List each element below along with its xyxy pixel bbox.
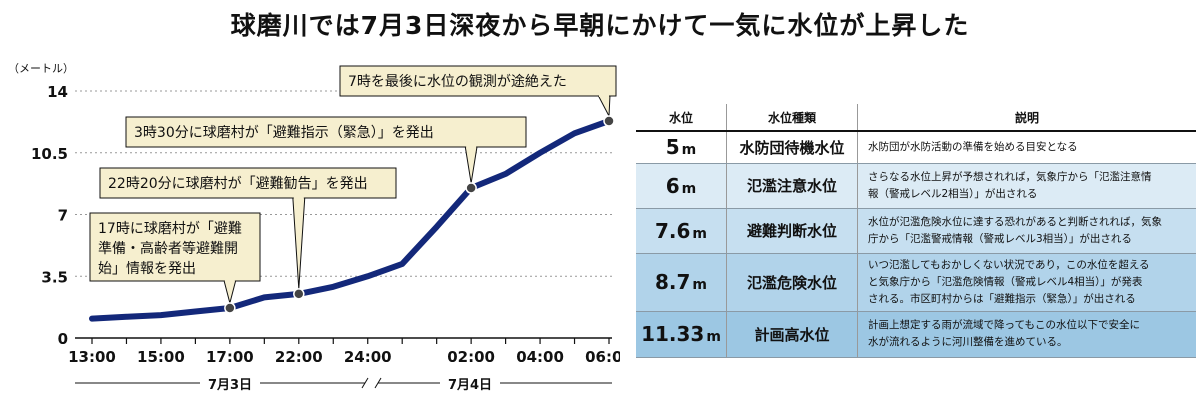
kind-cell: 避難判断水位 <box>726 208 858 254</box>
header-kind: 水位種類 <box>726 104 858 132</box>
x-tick-label: 24:00 <box>344 348 392 366</box>
kind-cell: 氾濫危険水位 <box>726 253 858 312</box>
level-value: 11.33 <box>641 322 705 346</box>
callout-box <box>99 167 397 199</box>
date-label: 7月4日 <box>448 378 492 393</box>
level-value: 5 <box>665 135 680 160</box>
level-unit: m <box>692 277 708 293</box>
y-tick-label: 10.5 <box>31 145 68 163</box>
table-row: 7.6 m 避難判断水位 水位が氾濫危険水位に達する恐れがあると判断されれば，気象 庁か… <box>636 208 1196 254</box>
level-cell: 7.6 m <box>636 208 727 254</box>
description-line: 水が流れるように河川整備を進めている。 <box>868 336 1068 348</box>
table-row: 11.33 m 計画高水位 計画上想定する雨が流域で降ってもこの水位以下で安全に 水が流… <box>636 311 1196 358</box>
callout-box <box>89 212 261 282</box>
description-cell: 計画上想定する雨が流域で降ってもこの水位以下で安全に 水が流れるように河川整備を進… <box>857 311 1196 358</box>
x-tick-label: 06:00 <box>585 348 620 366</box>
data-point-marker <box>603 115 615 127</box>
level-unit: m <box>692 225 708 242</box>
callout-pointer <box>292 196 306 289</box>
date-label-bg <box>200 373 260 393</box>
description-line: いつ氾濫してもおかしくない状況であり，この水位を超える <box>868 258 1150 271</box>
x-tick-label: 22:00 <box>275 348 323 366</box>
callout-box <box>339 65 617 97</box>
data-point-marker <box>293 288 305 300</box>
date-break-mark <box>361 377 369 389</box>
table-header-row: 水位 水位種類 説明 <box>636 104 1196 132</box>
level-cell: 8.7 m <box>636 253 727 312</box>
date-break-mark <box>374 377 382 389</box>
water-level-series-line <box>89 118 612 322</box>
description-cell: さらなる水位上昇が予想されれば，気象庁から「氾濫注意情 報（警戒レベル2相当）」が… <box>857 163 1196 209</box>
callout-text: 準備・高齢者等避難開 <box>98 240 238 257</box>
callout-pointer <box>464 145 478 184</box>
description-line: 水位が氾濫危険水位に達する恐れがあると判断されれば，気象 <box>868 215 1162 228</box>
data-point-marker <box>465 182 477 194</box>
description-line: さらなる水位上昇が予想されれば，気象庁から「氾濫注意情 <box>868 170 1152 183</box>
y-tick-label: 0 <box>58 330 68 348</box>
description-cell: 水防団が水防活動の準備を始める目安となる <box>857 131 1196 164</box>
description-line: 水防団が水防活動の準備を始める目安となる <box>868 140 1078 153</box>
callout-box <box>125 116 527 148</box>
description-line: される。市区町村からは「避難指示（緊急）」が出される <box>868 292 1136 305</box>
level-unit: m <box>706 329 721 345</box>
level-value: 7.6 <box>654 218 691 243</box>
kind-cell: 水防団待機水位 <box>726 131 858 164</box>
x-tick-label: 17:00 <box>206 348 254 366</box>
y-tick-label: 14 <box>47 83 68 101</box>
header-description: 説明 <box>857 104 1196 132</box>
page-title: 球磨川では7月3日深夜から早朝にかけて一気に水位が上昇した <box>230 11 970 40</box>
water-level-table: 水位 水位種類 説明 5 m 水防団待機水位 水防団が水防活動の準備を始める目安となる… <box>636 104 1196 358</box>
description-line: 報（警戒レベル2相当）」が出される <box>868 187 1038 200</box>
date-label: 7月3日 <box>208 378 252 393</box>
description-line: 庁から「氾濫警戒情報（警戒レベル3相当）」が出される <box>868 232 1132 245</box>
table-row: 6 m 氾濫注意水位 さらなる水位上昇が予想されれば，気象庁から「氾濫注意情 報（警戒レ… <box>636 163 1196 209</box>
level-unit: m <box>681 180 697 197</box>
description-cell: いつ氾濫してもおかしくない状況であり，この水位を超える と気象庁から「氾濫危険情報… <box>857 253 1196 312</box>
description-cell: 水位が氾濫危険水位に達する恐れがあると判断されれば，気象 庁から「氾濫警戒情報（警… <box>857 208 1196 254</box>
level-unit: m <box>681 142 697 159</box>
callout-text: 始」情報を発出 <box>98 261 196 277</box>
level-cell: 11.33 m <box>636 311 727 358</box>
table-row: 8.7 m 氾濫危険水位 いつ氾濫してもおかしくない状況であり，この水位を超える と気象… <box>636 253 1196 312</box>
callout-text: 3時30分に球磨村が「避難指示（緊急）」を発出 <box>134 125 434 141</box>
description-line: 計画上想定する雨が流域で降ってもこの水位以下で安全に <box>868 319 1140 331</box>
callout-text: 7時を最後に水位の観測が途絶えた <box>348 73 567 90</box>
y-axis-unit-label: （メートル） <box>8 62 74 75</box>
y-tick-label: 7 <box>58 207 68 225</box>
x-tick-label: 02:00 <box>447 348 495 366</box>
water-level-line-chart: （メートル） 0 3.5 7 10.5 14 13:00 15:00 17:00 22:00 24:… <box>8 62 620 393</box>
y-tick-label: 3.5 <box>41 268 68 286</box>
level-value: 8.7 <box>654 270 691 294</box>
date-label-bg <box>440 373 500 393</box>
kind-cell: 氾濫注意水位 <box>726 163 858 209</box>
level-value: 6 <box>665 173 680 198</box>
x-tick-label: 13:00 <box>68 348 116 366</box>
callout-text: 17時に球磨村が「避難 <box>98 221 242 237</box>
kind-cell: 計画高水位 <box>726 311 858 358</box>
callout-text: 22時20分に球磨村が「避難勧告」を発出 <box>108 175 368 192</box>
description-line: と気象庁から「氾濫危険情報（警戒レベル4相当）」が発表 <box>868 275 1143 288</box>
table-row: 5 m 水防団待機水位 水防団が水防活動の準備を始める目安となる <box>636 131 1196 164</box>
x-tick-label: 15:00 <box>137 348 185 366</box>
callout-pointer <box>597 94 611 118</box>
data-point-marker <box>224 302 236 314</box>
callout-pointer <box>223 279 237 305</box>
header-level: 水位 <box>636 104 727 132</box>
x-tick-label: 04:00 <box>516 348 564 366</box>
